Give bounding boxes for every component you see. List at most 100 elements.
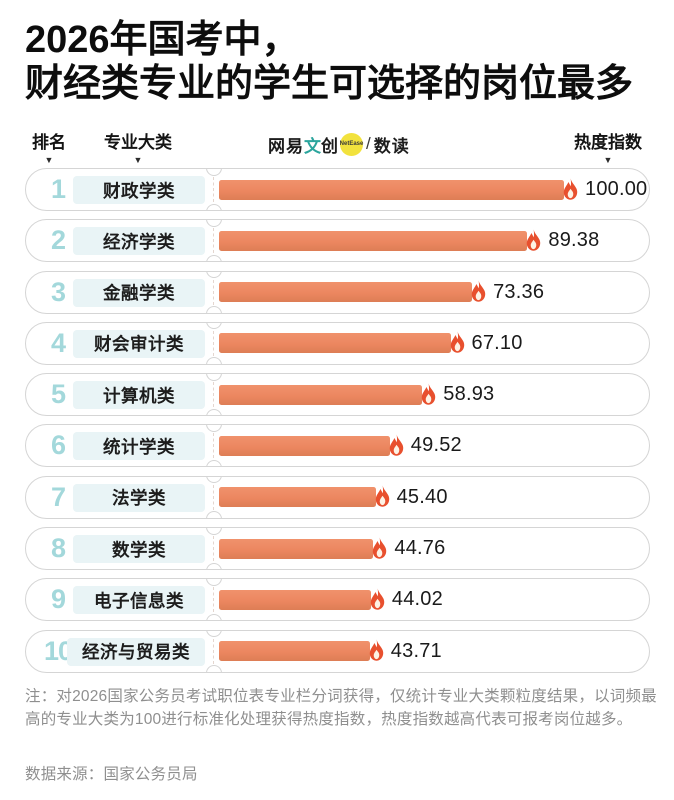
perforation-line xyxy=(213,638,214,664)
sort-arrow-icon: ▼ xyxy=(133,155,143,165)
category-label: 财政学类 xyxy=(73,176,205,204)
rank-number: 7 xyxy=(50,481,66,512)
bar-zone: 89.38 xyxy=(219,220,641,261)
chart-row: 8 数学类 44.76 xyxy=(25,527,650,571)
logo-text-shudu: 数读 xyxy=(373,136,410,156)
chart-row: 3 金融学类 73.36 xyxy=(25,270,650,314)
bar-zone: 43.71 xyxy=(219,631,641,672)
category-label: 电子信息类 xyxy=(73,586,205,615)
bar-zone: 73.36 xyxy=(219,272,641,313)
sort-arrow-icon: ▼ xyxy=(44,155,54,165)
bar-zone: 100.00 xyxy=(219,169,647,210)
heat-value: 49.52 xyxy=(410,434,462,457)
column-header-heat-index: 热度指数 ▼ xyxy=(566,128,650,165)
logo-text-wangyi: 网易 xyxy=(268,136,304,156)
rank-number: 5 xyxy=(50,379,66,410)
data-source: 数据来源：国家公务员局 xyxy=(25,766,198,783)
perforation-line xyxy=(213,279,214,305)
category-label: 计算机类 xyxy=(73,381,205,410)
logo-slash: / xyxy=(366,134,371,153)
flame-icon xyxy=(366,638,387,664)
footnote: 注：对2026国家公务员考试职位表专业栏分词获得，仅统计专业大类颗粒度结果，以词… xyxy=(25,688,657,728)
perforation-line xyxy=(213,484,214,510)
chart-row: 2 经济学类 89.38 xyxy=(25,219,650,263)
flame-icon xyxy=(468,279,489,305)
heat-value: 44.02 xyxy=(391,588,443,611)
perforation-line xyxy=(213,382,214,408)
category-column-label: 专业大类 xyxy=(104,133,172,152)
category-label: 金融学类 xyxy=(73,278,205,307)
perforation-line xyxy=(213,536,214,562)
heat-bar xyxy=(219,282,473,303)
heat-value: 89.38 xyxy=(548,229,600,252)
heat-column-label: 热度指数 xyxy=(574,133,642,152)
ticket-notch-bottom xyxy=(206,357,222,364)
category-label: 经济与贸易类 xyxy=(67,637,205,666)
flame-icon xyxy=(386,433,407,459)
perforation-line xyxy=(213,330,214,356)
flame-icon xyxy=(372,484,393,510)
heat-value: 58.93 xyxy=(443,383,495,406)
heat-bar xyxy=(219,333,451,354)
sort-arrow-icon: ▼ xyxy=(603,155,613,165)
heat-value: 73.36 xyxy=(493,280,545,303)
chart-row: 4 财会审计类 67.10 xyxy=(25,321,650,365)
heat-bar xyxy=(219,641,370,662)
heat-bar xyxy=(219,384,423,405)
heat-bar xyxy=(219,179,564,200)
rank-column-label: 排名 xyxy=(32,133,66,152)
heat-value: 45.40 xyxy=(396,485,448,508)
perforation-line xyxy=(213,177,214,202)
category-label: 统计学类 xyxy=(73,432,205,461)
rank-number: 8 xyxy=(50,533,66,564)
bar-zone: 49.52 xyxy=(219,425,641,466)
rank-number: 6 xyxy=(50,430,66,461)
netease-shuju-logo: 网易文创 NetEase / 数读 xyxy=(268,130,410,158)
heat-value: 100.00 xyxy=(585,178,648,200)
chart-row: 1 财政学类 100.00 xyxy=(25,168,650,211)
rank-number: 3 xyxy=(50,276,66,307)
category-label: 经济学类 xyxy=(73,227,205,256)
netease-badge-text: NetEase xyxy=(339,141,364,147)
ticket-notch-bottom xyxy=(206,511,222,518)
category-label: 财会审计类 xyxy=(73,329,205,358)
ticket-notch-bottom xyxy=(206,665,222,672)
bar-zone: 44.02 xyxy=(219,579,641,620)
column-header-category: 专业大类 ▼ xyxy=(95,128,181,165)
flame-icon xyxy=(367,587,388,613)
bar-zone: 45.40 xyxy=(219,477,641,518)
bar-zone: 44.76 xyxy=(219,528,641,569)
rank-number: 4 xyxy=(50,327,66,358)
bar-zone: 67.10 xyxy=(219,323,641,364)
perforation-line xyxy=(213,228,214,254)
chart-row: 9 电子信息类 44.02 xyxy=(25,578,650,622)
flame-icon xyxy=(447,330,468,356)
heat-bar xyxy=(219,230,528,251)
heat-bar xyxy=(219,435,390,456)
netease-badge-icon: NetEase xyxy=(339,132,364,156)
bar-zone: 58.93 xyxy=(219,374,641,415)
chart-row: 7 法学类 45.40 xyxy=(25,475,650,519)
chart-row: 6 统计学类 49.52 xyxy=(25,424,650,468)
rank-number: 9 xyxy=(50,584,66,615)
logo-text-chuang: 创 xyxy=(321,136,339,156)
heat-bar xyxy=(219,538,374,559)
chart-row: 5 计算机类 58.93 xyxy=(25,373,650,417)
perforation-line xyxy=(213,433,214,459)
column-header-rank: 排名 ▼ xyxy=(28,128,70,165)
bar-chart-rows: 1 财政学类 100.00 2 经济学类 89.38 3 金融学类 73.36 4 财会审计类 67.… xyxy=(25,168,650,681)
heat-bar xyxy=(219,487,376,508)
flame-icon xyxy=(560,177,581,203)
rank-number: 1 xyxy=(50,174,66,204)
flame-icon xyxy=(369,536,390,562)
chart-row: 10 经济与贸易类 43.71 xyxy=(25,629,650,673)
rank-number: 2 xyxy=(50,225,66,256)
heat-value: 67.10 xyxy=(471,331,523,354)
category-label: 法学类 xyxy=(73,483,205,512)
category-label: 数学类 xyxy=(73,535,205,564)
flame-icon xyxy=(418,382,439,408)
heat-value: 43.71 xyxy=(390,639,442,662)
page-title: 2026年国考中， 财经类专业的学生可选择的岗位最多 xyxy=(25,19,634,106)
perforation-line xyxy=(213,587,214,613)
